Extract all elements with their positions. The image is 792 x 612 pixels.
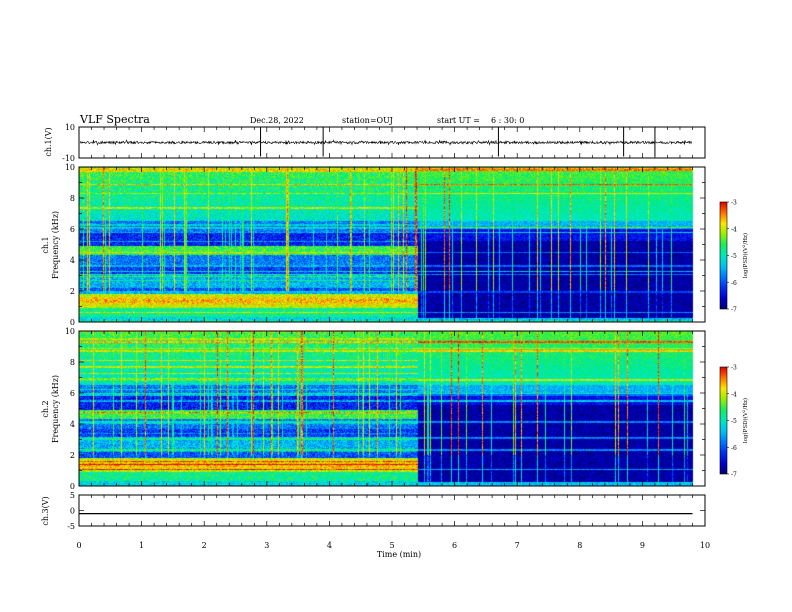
- colorbar-tick-label: -6: [731, 280, 737, 287]
- station-label: station=OUJ: [342, 116, 393, 125]
- x-tick-label: 0: [76, 541, 81, 550]
- ch2-spectrogram-image: [79, 331, 705, 486]
- y-tick-label: 4: [70, 256, 75, 265]
- y-tick-label: 10: [65, 163, 75, 172]
- y-tick-label: 0: [70, 507, 75, 516]
- ch1-spectrogram-panel: 0 2 4 6 8 10: [65, 163, 706, 327]
- x-tick-label: 9: [640, 541, 645, 550]
- ch1-colorbar: -3 -4 -5 -6 -7 log(PSD)(V2/Hz): [719, 200, 750, 314]
- y-tick-label: 0: [70, 482, 75, 491]
- y-tick-label: 8: [70, 194, 75, 203]
- colorbar-tick-label: -7: [731, 307, 737, 314]
- ch1-waveform-line: [79, 139, 693, 146]
- start-time: 6 : 30: 0: [491, 116, 524, 125]
- x-tick-label: 2: [202, 541, 207, 550]
- x-tick-label: 5: [389, 541, 394, 550]
- y-tick-label: 4: [70, 420, 75, 429]
- colorbar-tick-label: -5: [731, 253, 737, 260]
- ch2-spec-ylabel-line1: ch.2: [41, 400, 50, 417]
- colorbar-tick-label: -4: [731, 391, 737, 398]
- ch1-spec-ylabel-line1: ch.1: [41, 236, 50, 253]
- x-tick-label: 3: [264, 541, 269, 550]
- ch2-spectrogram-panel: 0 2 4 6 8 10: [65, 327, 706, 491]
- colorbar-gradient: [719, 366, 728, 475]
- x-tick-label: 6: [452, 541, 457, 550]
- x-tick-label: 4: [327, 541, 332, 550]
- ch3-ylabel: ch.3(V): [41, 496, 50, 525]
- x-tick-label: 1: [139, 541, 144, 550]
- y-tick-label: 8: [70, 358, 75, 367]
- y-tick-label: 0: [70, 318, 75, 327]
- colorbar-gradient: [719, 201, 728, 310]
- ch1-waveform-panel: 10 -10: [62, 123, 706, 163]
- colorbar-tick-label: -5: [731, 418, 737, 425]
- y-tick-label: -5: [67, 522, 75, 531]
- start-label: start UT =: [437, 116, 480, 125]
- date-label: Dec.28, 2022: [250, 116, 304, 125]
- colorbar-tick-label: -7: [731, 472, 737, 479]
- y-tick-label: 10: [65, 123, 75, 132]
- x-tick-label: 7: [515, 541, 520, 550]
- x-tick-label: 10: [700, 541, 710, 550]
- colorbar-label: log(PSD)(V2/Hz): [741, 233, 750, 278]
- y-tick-label: 2: [70, 451, 75, 460]
- figure-title: VLF Spectra: [79, 113, 150, 126]
- ch1-spec-ylabel-line2: Frequency (kHz): [51, 211, 60, 279]
- y-tick-label: 5: [70, 491, 75, 500]
- xaxis-label: Time (min): [377, 550, 421, 559]
- y-tick-label: 2: [70, 287, 75, 296]
- colorbar-tick-label: -3: [731, 200, 737, 207]
- y-tick-label: 6: [70, 225, 75, 234]
- ch2-colorbar: -3 -4 -5 -6 -7 log(PSD)(V2/Hz): [719, 365, 750, 479]
- ch1-ylabel: ch.1(V): [44, 127, 53, 156]
- ch2-spec-ylabel-line2: Frequency (kHz): [51, 375, 60, 443]
- y-tick-label: 6: [70, 389, 75, 398]
- y-tick-label: 10: [65, 327, 75, 336]
- y-tick-label: -10: [62, 154, 75, 163]
- colorbar-tick-label: -3: [731, 365, 737, 372]
- colorbar-tick-label: -6: [731, 445, 737, 452]
- ch3-waveform-panel: 5 0 -5: [67, 491, 706, 531]
- colorbar-label: log(PSD)(V2/Hz): [741, 398, 750, 443]
- ch1-spectrogram-image: [79, 167, 705, 322]
- colorbar-tick-label: -4: [731, 226, 737, 233]
- x-tick-label: 8: [577, 541, 582, 550]
